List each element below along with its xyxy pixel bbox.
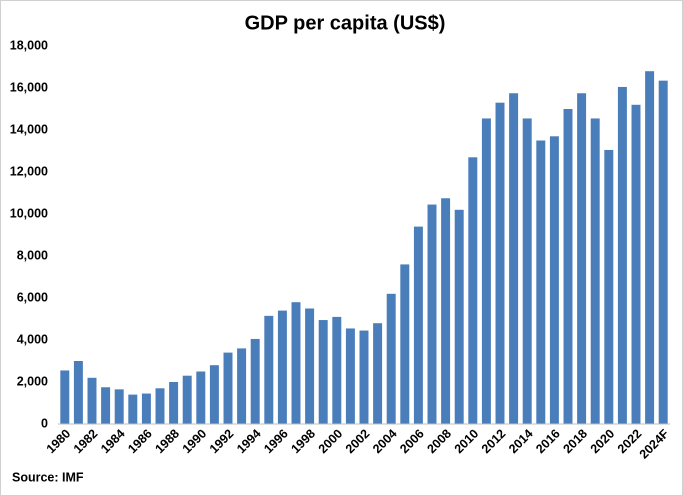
bar [223, 352, 233, 424]
bar [305, 308, 315, 424]
y-tick-label: 0 [41, 416, 48, 430]
bar [128, 394, 138, 424]
bar [617, 86, 627, 424]
bar [141, 393, 151, 424]
bar [604, 149, 614, 424]
bar [373, 323, 383, 424]
bar [413, 226, 423, 424]
y-tick-label: 4,000 [17, 332, 48, 346]
bar [631, 104, 641, 425]
bar [645, 71, 655, 424]
bar [318, 320, 328, 424]
bar [386, 293, 396, 424]
bar [250, 338, 260, 424]
bar [495, 102, 505, 424]
bar [345, 328, 355, 424]
chart-title: GDP per capita (US$) [245, 12, 446, 34]
bar [454, 209, 464, 424]
y-tick-label: 10,000 [10, 206, 48, 220]
bar [427, 204, 437, 424]
bar [359, 330, 369, 424]
y-tick-label: 16,000 [10, 80, 48, 94]
bar [277, 310, 287, 424]
bar [114, 389, 124, 424]
bar [182, 375, 192, 424]
bar [549, 136, 559, 425]
bar [101, 387, 111, 424]
y-tick-label: 18,000 [10, 38, 48, 52]
bar [60, 370, 70, 424]
bar [441, 198, 451, 424]
y-tick-label: 6,000 [17, 290, 48, 304]
bar [522, 118, 532, 424]
bar [577, 93, 587, 424]
bar [332, 316, 342, 424]
bar [196, 371, 206, 424]
y-tick-label: 2,000 [17, 374, 48, 388]
bar [73, 361, 83, 424]
bar [536, 140, 546, 424]
bar [481, 118, 491, 424]
bar [590, 118, 600, 424]
bar [237, 348, 247, 424]
bar [658, 80, 668, 425]
bar [87, 377, 97, 424]
y-tick-label: 14,000 [10, 122, 48, 136]
bar [169, 382, 179, 424]
bar [509, 93, 519, 424]
y-tick-label: 12,000 [10, 164, 48, 178]
bar [291, 302, 301, 424]
bar [563, 109, 573, 424]
bar [155, 388, 165, 424]
y-tick-label: 8,000 [17, 248, 48, 262]
bar [209, 365, 219, 424]
bar [468, 157, 478, 425]
bar [400, 264, 410, 424]
source-note: Source: IMF [12, 470, 84, 484]
bar [264, 315, 274, 424]
